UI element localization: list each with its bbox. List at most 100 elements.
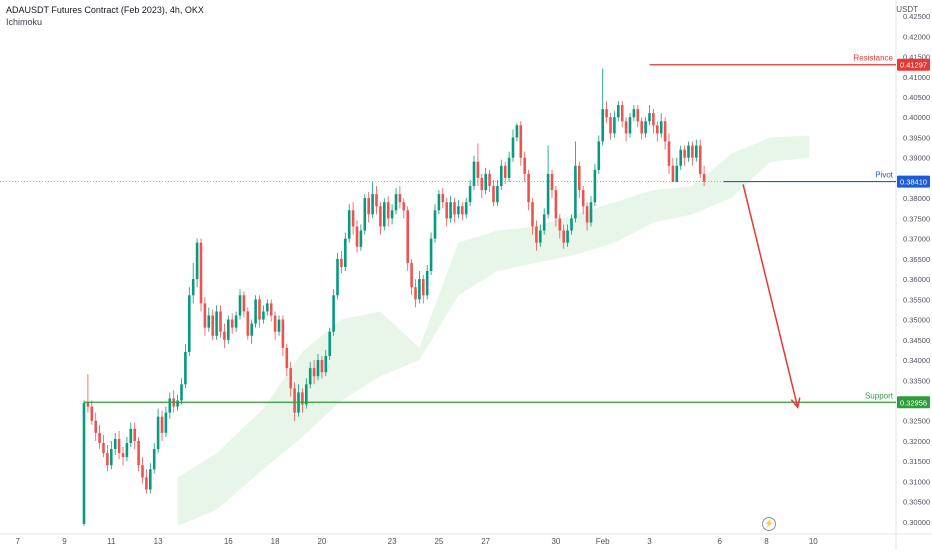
- candle-body: [90, 406, 94, 421]
- candle-body: [285, 347, 289, 369]
- candle-body: [691, 145, 694, 158]
- indicator-label[interactable]: Ichimoku: [6, 17, 43, 27]
- x-tick-label: 9: [62, 537, 67, 546]
- candle-body: [480, 177, 484, 191]
- candle-body: [472, 161, 476, 187]
- candle-body: [531, 202, 534, 227]
- candle-body: [375, 194, 378, 207]
- candle-body: [156, 416, 160, 450]
- chart-title: ADAUSDT Futures Contract (Feb 2023), 4h,…: [6, 5, 204, 15]
- candle-body: [542, 214, 546, 231]
- candle-body: [390, 210, 394, 219]
- candle-body: [82, 402, 86, 524]
- candle-body: [523, 157, 526, 174]
- candle-body: [515, 125, 519, 138]
- candle-body: [570, 218, 573, 231]
- candle-body: [433, 210, 437, 239]
- candle-body: [422, 279, 425, 296]
- candle-body: [160, 416, 164, 433]
- candle-body: [359, 230, 363, 247]
- candle-body: [519, 125, 523, 158]
- candle-body: [383, 202, 386, 227]
- y-tick-label: 0.38000: [903, 194, 930, 203]
- support-label: Support: [865, 391, 894, 400]
- candle-body: [652, 113, 655, 126]
- candle-body: [437, 194, 441, 211]
- candle-body: [562, 230, 565, 243]
- candle-body: [539, 230, 542, 243]
- candle-body: [464, 202, 468, 215]
- projection-arrow-line: [742, 184, 799, 408]
- candle-body: [648, 113, 651, 122]
- candle-body: [137, 440, 140, 466]
- candle-body: [211, 315, 214, 336]
- candle-body: [230, 319, 234, 328]
- candle-body: [585, 206, 589, 223]
- candle-body: [141, 465, 144, 478]
- candle-body: [340, 258, 343, 267]
- candle-body: [581, 190, 585, 207]
- candle-body: [262, 311, 265, 320]
- x-tick-label: 11: [107, 537, 116, 546]
- candle-body: [269, 303, 273, 316]
- y-tick-label: 0.34000: [903, 356, 930, 365]
- projection-arrow-head: [790, 397, 801, 410]
- y-tick-label: 0.41000: [903, 73, 930, 82]
- y-tick-label: 0.32000: [903, 437, 930, 446]
- candle-body: [242, 295, 246, 312]
- y-tick-label: 0.35000: [903, 316, 930, 325]
- y-tick-label: 0.31500: [903, 457, 930, 466]
- candle-body: [624, 121, 628, 134]
- candle-body: [324, 355, 328, 373]
- candle-body: [266, 303, 269, 312]
- candle-body: [94, 420, 97, 433]
- candle-body: [636, 109, 640, 122]
- x-tick-label: 16: [224, 537, 233, 546]
- candle-body: [617, 105, 620, 118]
- candle-body: [667, 141, 671, 166]
- candle-body: [219, 311, 222, 332]
- candle-body: [273, 315, 277, 332]
- pivot-price-value: 0.38410: [900, 178, 927, 187]
- candle-body: [176, 400, 179, 407]
- y-tick-label: 0.41500: [903, 53, 930, 62]
- candle-body: [589, 202, 593, 223]
- candle-body: [328, 331, 331, 356]
- candle-body: [550, 173, 554, 191]
- candle-body: [199, 242, 203, 304]
- candle-body: [246, 311, 250, 336]
- candle-body: [125, 442, 129, 458]
- candle-body: [500, 165, 503, 187]
- candle-body: [168, 398, 172, 413]
- x-tick-label: 13: [154, 537, 163, 546]
- pivot-label: Pivot: [875, 171, 894, 180]
- candle-body: [398, 194, 402, 203]
- candle-body: [620, 105, 624, 122]
- candle-body: [546, 173, 550, 215]
- candle-body: [484, 173, 487, 191]
- candle-body: [628, 117, 632, 134]
- candle-body: [363, 198, 367, 231]
- candle-body: [113, 438, 117, 450]
- candle-body: [609, 117, 612, 134]
- candle-body: [554, 190, 558, 219]
- candle-body: [191, 279, 195, 296]
- candle-body: [102, 442, 105, 454]
- lightning-icon[interactable]: ⚡: [762, 517, 776, 531]
- candle-body: [418, 279, 421, 300]
- y-tick-label: 0.42000: [903, 32, 930, 41]
- candle-body: [597, 141, 601, 170]
- candle-body: [305, 384, 308, 405]
- candle-body: [632, 109, 636, 118]
- pivot-price-tag: [897, 175, 930, 188]
- ichimoku-cloud: [177, 135, 810, 526]
- candle-body: [414, 287, 417, 300]
- candle-body: [410, 262, 413, 288]
- candle-body: [281, 319, 285, 348]
- candle-body: [640, 121, 643, 134]
- candle-body: [207, 315, 211, 328]
- candle-body: [476, 161, 480, 178]
- candle-body: [613, 117, 616, 134]
